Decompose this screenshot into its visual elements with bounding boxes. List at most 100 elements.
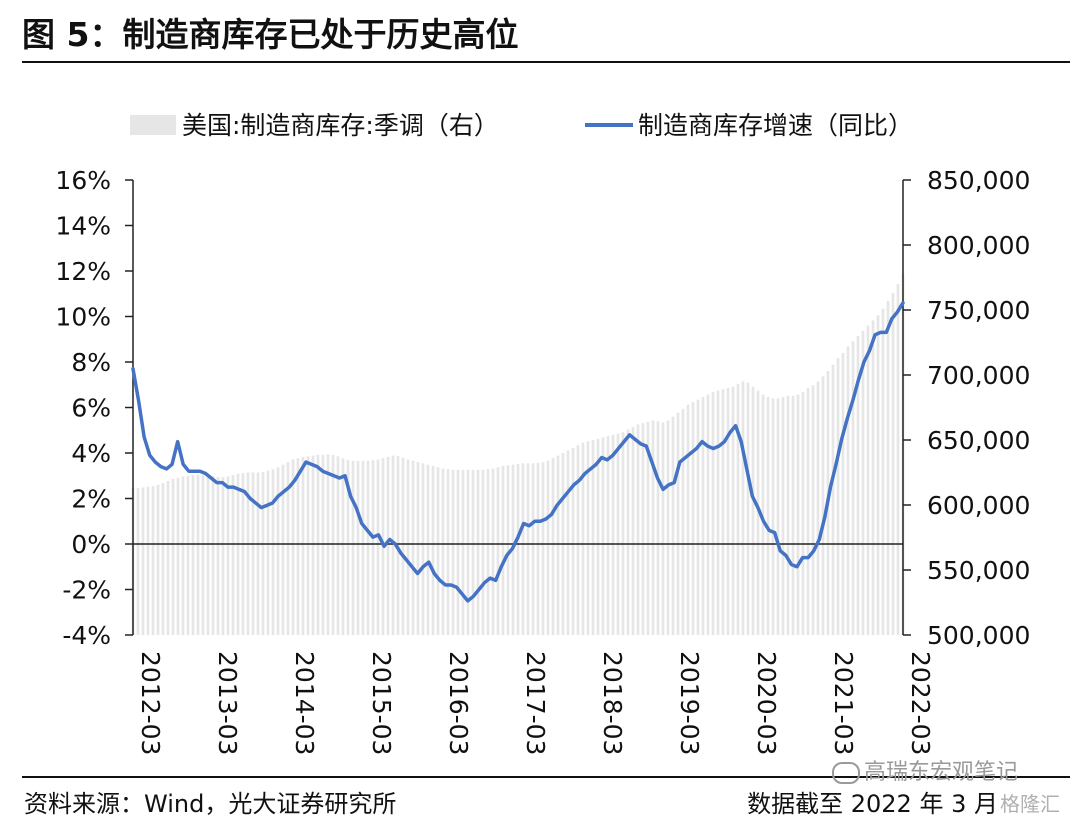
inventory-bar — [386, 456, 390, 635]
inventory-bar — [341, 458, 345, 635]
inventory-bar — [226, 476, 230, 635]
right-tick-label: 850,000 — [927, 166, 1030, 195]
x-tick-label: 2014-03 — [290, 651, 319, 755]
inventory-bar — [286, 462, 290, 635]
inventory-bar — [726, 388, 730, 635]
inventory-bar — [216, 477, 220, 635]
inventory-bar — [371, 460, 375, 635]
inventory-bar — [256, 472, 260, 635]
inventory-bar — [171, 479, 175, 635]
inventory-bar — [656, 421, 660, 635]
inventory-bar — [831, 364, 835, 635]
inventory-bar — [736, 384, 740, 635]
right-tick-label: 550,000 — [927, 556, 1030, 585]
inventory-bar — [711, 391, 715, 635]
inventory-bar — [616, 433, 620, 635]
inventory-bar — [436, 467, 440, 635]
left-tick-label: 16% — [55, 166, 111, 195]
right-tick-label: 750,000 — [927, 296, 1030, 325]
inventory-bar — [196, 474, 200, 635]
inventory-bar — [776, 398, 780, 635]
inventory-bar — [401, 457, 405, 635]
x-tick-label: 2017-03 — [521, 651, 550, 755]
inventory-bar — [811, 385, 815, 635]
left-tick-label: 12% — [55, 257, 111, 286]
inventory-bar — [671, 416, 675, 635]
inventory-bar — [211, 476, 215, 635]
inventory-bar — [576, 445, 580, 635]
inventory-bar — [691, 402, 695, 635]
inventory-bars — [131, 273, 905, 635]
x-tick-label: 2021-03 — [829, 651, 858, 755]
inventory-bar — [841, 352, 845, 635]
inventory-bar — [461, 469, 465, 635]
inventory-bar — [581, 442, 585, 635]
inventory-bar — [346, 460, 350, 635]
x-tick-label: 2016-03 — [444, 651, 473, 755]
inventory-bar — [451, 469, 455, 635]
inventory-bar — [666, 420, 670, 635]
watermark-secondary: 格隆汇 — [1000, 792, 1060, 816]
inventory-bar — [221, 477, 225, 635]
inventory-bar — [536, 462, 540, 635]
x-tick-label: 2020-03 — [752, 651, 781, 755]
inventory-bar — [566, 450, 570, 635]
inventory-bar — [531, 463, 535, 635]
left-tick-label: 0% — [71, 530, 111, 559]
inventory-bar — [751, 386, 755, 635]
inventory-bar — [191, 475, 195, 635]
x-tick-label: 2018-03 — [598, 651, 627, 755]
inventory-bar — [606, 436, 610, 635]
inventory-bar — [306, 456, 310, 635]
inventory-bar — [206, 475, 210, 635]
inventory-bar — [281, 464, 285, 635]
x-tick-label: 2015-03 — [367, 651, 396, 755]
inventory-bar — [591, 440, 595, 635]
left-tick-label: 6% — [71, 394, 111, 423]
inventory-bar — [861, 330, 865, 635]
title-rule — [22, 61, 1070, 63]
inventory-bar — [421, 463, 425, 635]
inventory-bar — [186, 475, 190, 635]
legend: 美国:制造商库存:季调（右） 制造商库存增速（同比） — [130, 111, 913, 140]
inventory-bar — [486, 469, 490, 635]
right-tick-label: 700,000 — [927, 361, 1030, 390]
inventory-bar — [546, 460, 550, 635]
inventory-bar — [251, 472, 255, 635]
inventory-bar — [166, 480, 170, 635]
inventory-bar — [146, 486, 150, 635]
chart-axes: -4% -2% 0% 2% 4% 6% 8% 10% 12% 14% 16% 500,000 550,0… — [55, 166, 1030, 755]
inventory-bar — [296, 458, 300, 635]
inventory-bar — [201, 475, 205, 635]
inventory-bar — [311, 455, 315, 635]
inventory-bar — [356, 460, 360, 635]
inventory-bar — [391, 455, 395, 635]
inventory-bar — [646, 421, 650, 635]
inventory-bar — [596, 438, 600, 635]
inventory-bar — [631, 427, 635, 635]
inventory-bar — [136, 488, 140, 635]
inventory-bar — [496, 467, 500, 635]
inventory-bar — [771, 398, 775, 635]
inventory-bar — [611, 434, 615, 635]
left-tick-label: 4% — [71, 439, 111, 468]
inventory-bar — [676, 412, 680, 635]
right-tick-label: 600,000 — [927, 491, 1030, 520]
left-tick-label: -4% — [62, 621, 111, 650]
inventory-bar — [721, 389, 725, 635]
inventory-bar — [231, 475, 235, 635]
inventory-bar — [476, 469, 480, 635]
inventory-bar — [541, 462, 545, 635]
inventory-bar — [636, 424, 640, 635]
watermark: 高瑞东宏观笔记 — [832, 754, 1018, 786]
inventory-bar — [601, 437, 605, 635]
inventory-bar — [806, 388, 810, 635]
inventory-bar — [621, 432, 625, 635]
inventory-bar — [801, 391, 805, 635]
inventory-bar — [361, 460, 365, 635]
right-tick-label: 500,000 — [927, 621, 1030, 650]
inventory-bar — [716, 390, 720, 635]
inventory-bar — [696, 399, 700, 635]
inventory-bar — [456, 469, 460, 635]
inventory-bar — [766, 397, 770, 635]
